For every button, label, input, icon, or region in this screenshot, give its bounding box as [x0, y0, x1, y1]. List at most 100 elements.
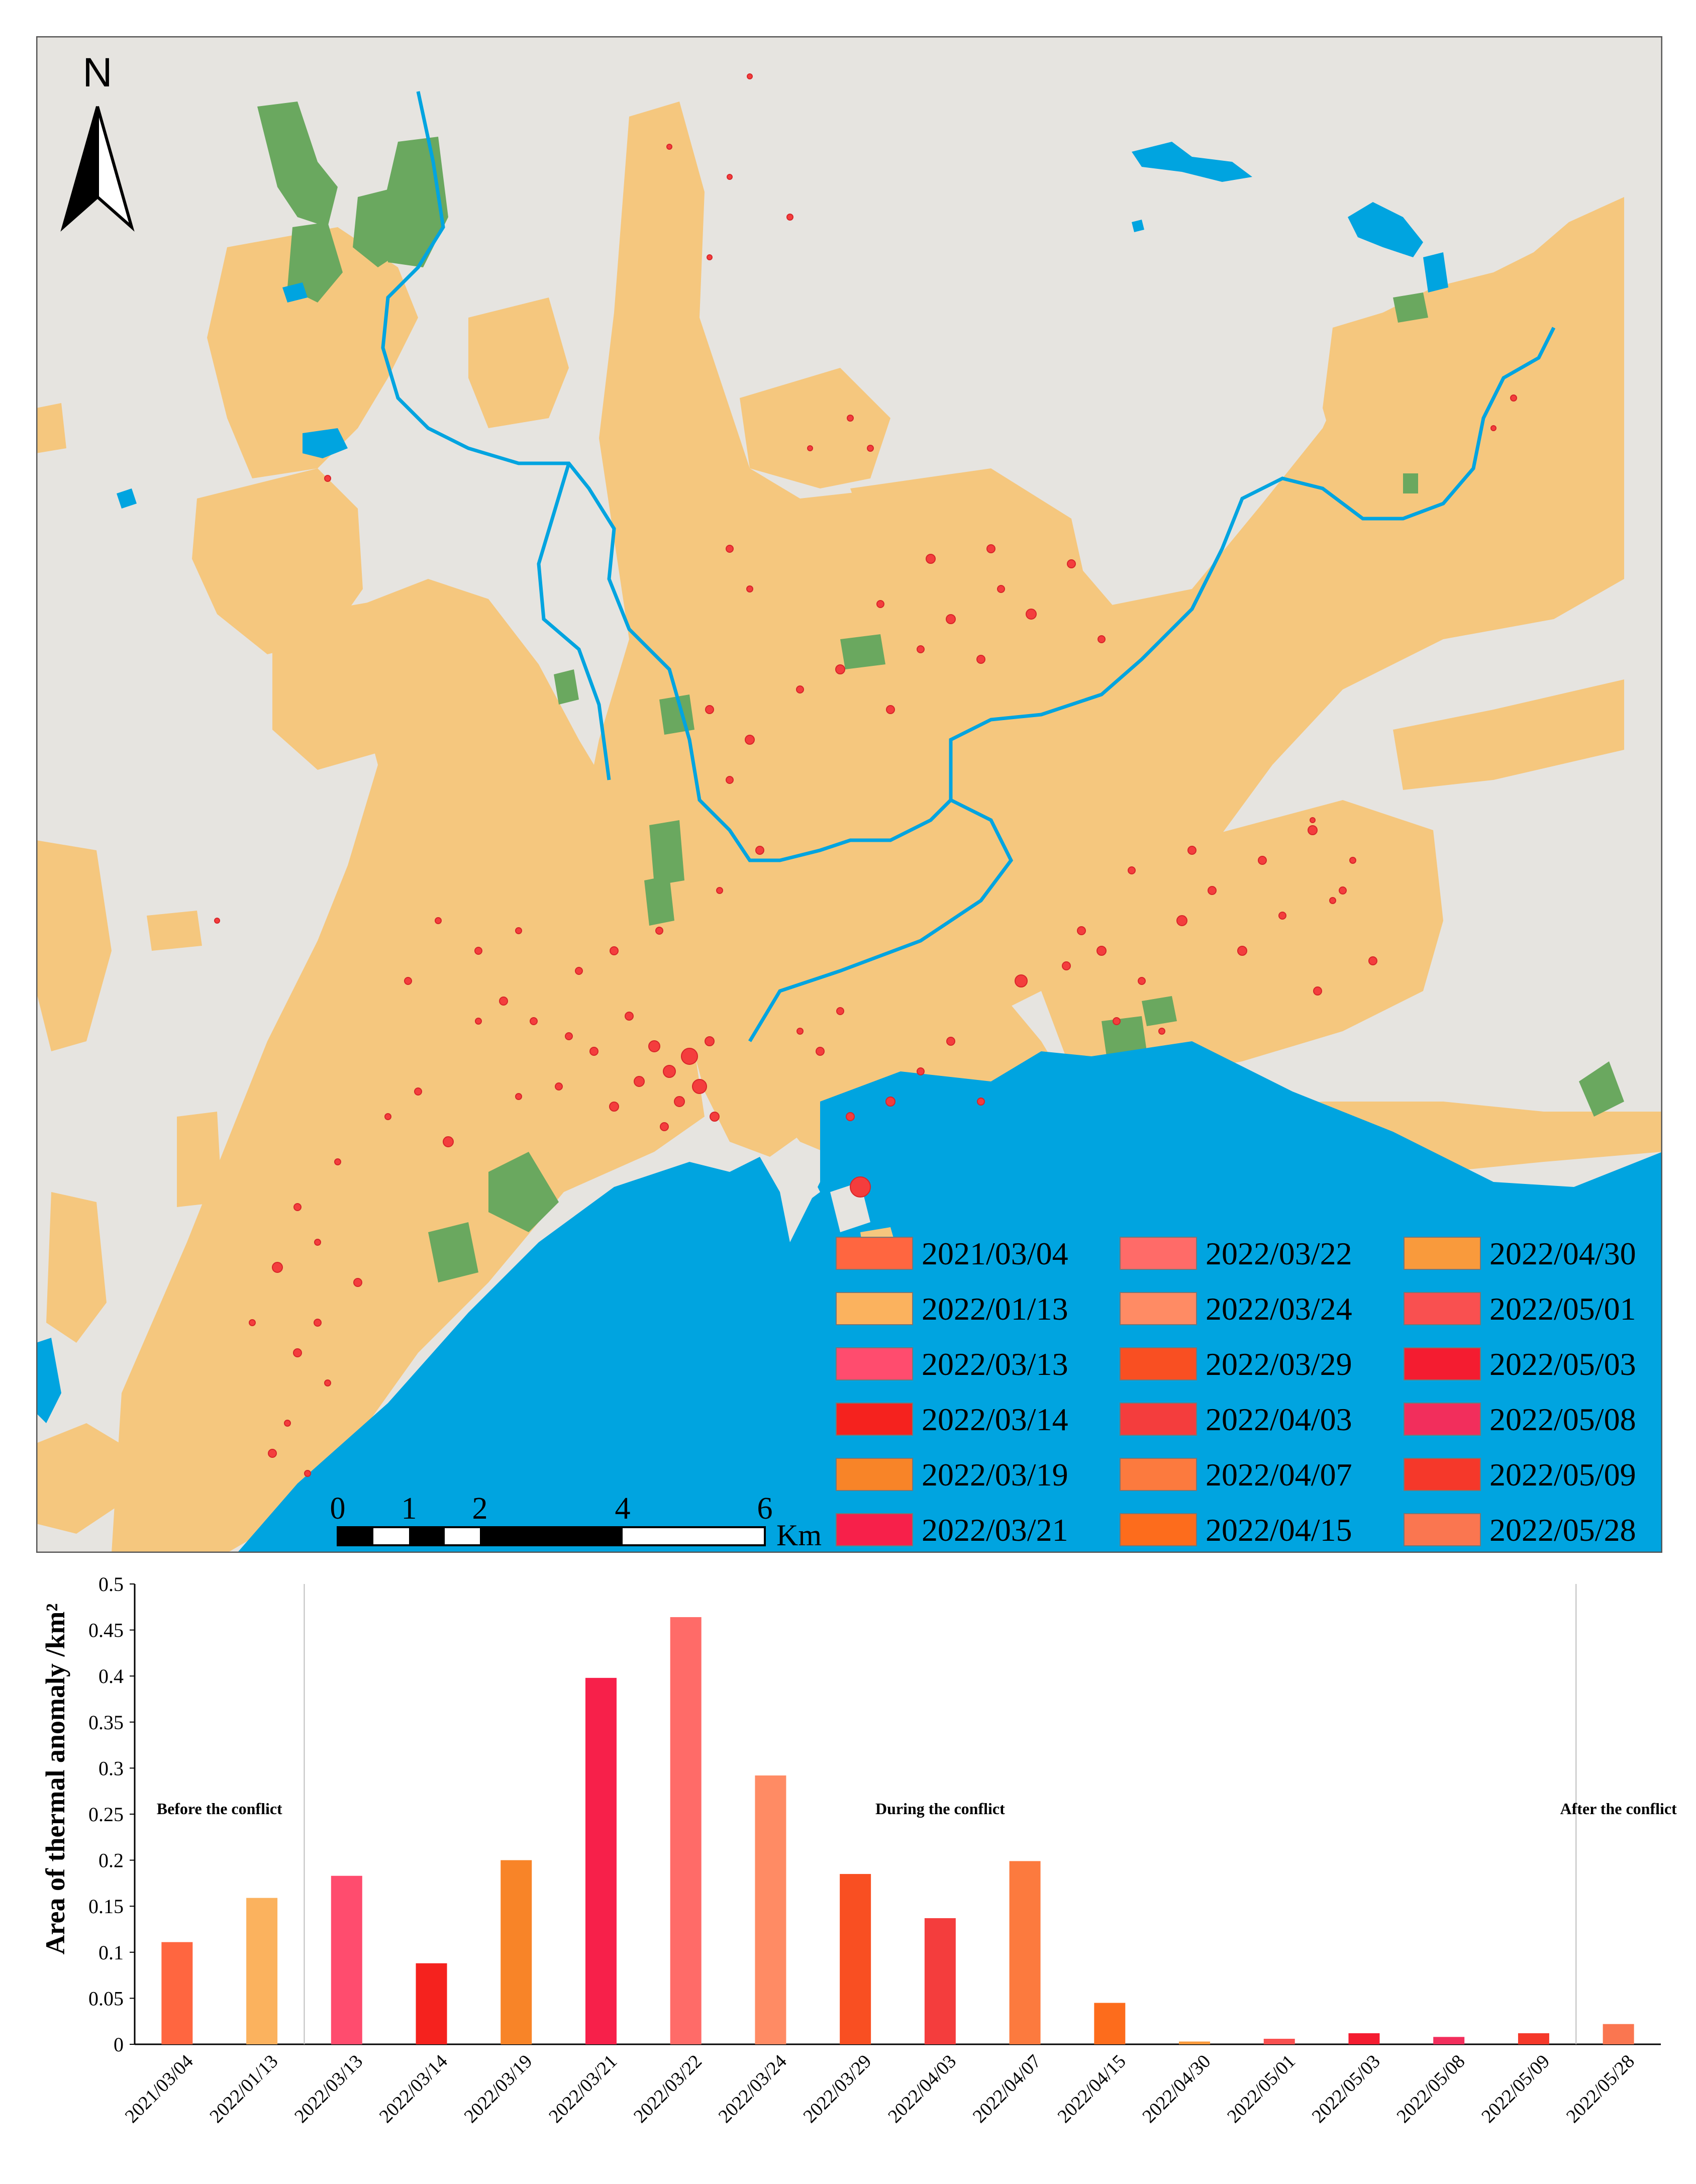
legend-label: 2022/05/01	[1489, 1291, 1636, 1327]
legend-label: 2021/03/04	[922, 1236, 1068, 1271]
x-tick-label: 2022/05/03	[1308, 2051, 1384, 2127]
bar-2022-03-14	[416, 1963, 447, 2044]
legend-swatch	[836, 1458, 913, 1491]
legend-swatch	[836, 1292, 913, 1325]
bar-2022-04-03	[924, 1918, 956, 2044]
legend-label: 2022/05/08	[1489, 1402, 1636, 1437]
scale-tick-0: 0	[330, 1492, 346, 1526]
x-tick-label: 2022/03/21	[545, 2051, 621, 2127]
north-arrow: N	[60, 50, 135, 232]
x-tick-label: 2022/05/01	[1223, 2051, 1300, 2127]
legend-label: 2022/04/30	[1489, 1236, 1636, 1271]
bar-2022-03-21	[585, 1677, 617, 2044]
bar-2022-03-24	[755, 1775, 786, 2044]
bar-2022-03-19	[501, 1860, 532, 2044]
legend-label: 2022/03/29	[1206, 1346, 1352, 1382]
y-tick-label: 0.1	[98, 1941, 124, 1964]
y-tick-label: 0.45	[88, 1619, 124, 1642]
scale-unit: Km	[776, 1519, 822, 1552]
scale-tick-1: 1	[402, 1492, 417, 1526]
x-tick-label: 2022/04/30	[1138, 2051, 1215, 2127]
legend-label: 2022/05/03	[1489, 1346, 1636, 1382]
legend-swatch	[1404, 1347, 1481, 1380]
bar-2022-05-03	[1348, 2033, 1380, 2044]
bar-2022-03-29	[840, 1874, 871, 2044]
x-tick-label: 2022/05/09	[1477, 2051, 1554, 2127]
legend-swatch	[1404, 1513, 1481, 1546]
x-tick-label: 2022/03/22	[630, 2051, 706, 2127]
legend-swatch	[1404, 1458, 1481, 1491]
bar-2022-03-22	[670, 1617, 702, 2044]
scale-tick-6: 6	[757, 1492, 773, 1526]
y-tick-label: 0.4	[98, 1665, 124, 1687]
scale-bar: 0 1 2 4 6 Km	[330, 1492, 822, 1552]
x-tick-label: 2022/03/13	[290, 2051, 367, 2127]
legend-label: 2022/04/07	[1206, 1457, 1352, 1493]
y-tick-label: 0.35	[88, 1711, 124, 1734]
legend-label: 2022/03/14	[922, 1402, 1068, 1437]
conflict-periods: Before the conflict During the conflict Af…	[157, 1584, 1677, 2044]
x-tick-label: 2022/03/19	[460, 2051, 536, 2127]
legend-swatch	[1120, 1513, 1197, 1546]
legend-swatch	[1120, 1347, 1197, 1380]
urban-areas	[36, 102, 1662, 1553]
legend-label: 2022/03/24	[1206, 1291, 1352, 1327]
y-tick-label: 0	[114, 2033, 124, 2056]
chart-axes: 0 0.05 0.1 0.15 0.2 0.25 0.3 0.35 0.4 0.45 0.5	[88, 1573, 1661, 2056]
scale-tick-2: 2	[472, 1492, 488, 1526]
bar-2022-05-08	[1433, 2037, 1465, 2044]
bar-2022-05-01	[1263, 2039, 1295, 2044]
scale-tick-labels: 0 1 2 4 6	[330, 1492, 773, 1526]
bar-2022-04-15	[1094, 2003, 1126, 2044]
legend-label: 2022/03/22	[1206, 1236, 1352, 1271]
y-tick-label: 0.5	[98, 1573, 124, 1596]
legend-swatch	[836, 1513, 913, 1546]
north-label: N	[82, 50, 112, 95]
period-label: After the conflict	[1560, 1800, 1677, 1818]
legend-swatch	[1120, 1403, 1197, 1436]
legend-swatch	[1404, 1292, 1481, 1325]
period-label: Before the conflict	[157, 1800, 282, 1818]
bar-2022-03-13	[331, 1875, 362, 2044]
y-tick-label: 0.15	[88, 1895, 124, 1918]
legend-swatch	[836, 1403, 913, 1436]
y-tick-label: 0.3	[98, 1757, 124, 1779]
legend-label: 2022/04/03	[1206, 1402, 1352, 1437]
legend-label: 2022/03/19	[922, 1457, 1068, 1493]
river-line	[381, 91, 1556, 1042]
x-tick-label: 2022/04/15	[1054, 2051, 1130, 2127]
bar-2022-04-07	[1009, 1861, 1041, 2044]
legend-swatch	[1120, 1458, 1197, 1491]
bar-2022-04-30	[1179, 2041, 1211, 2044]
bar-2022-05-09	[1518, 2033, 1549, 2044]
y-tick-label: 0.05	[88, 1987, 124, 2010]
map-panel: N 0 1 2 4 6 Km 2021/03/04 2022/01/13 2022/…	[36, 36, 1662, 1553]
bars	[161, 1617, 1634, 2044]
y-axis-title: Area of thermal anomaly /km²	[40, 1603, 70, 1954]
map-legend: 2021/03/04 2022/01/13 2022/03/13 2022/03/14…	[836, 1236, 1636, 1548]
legend-swatch	[1120, 1292, 1197, 1325]
legend-swatch	[836, 1237, 913, 1270]
x-tick-label: 2022/05/28	[1562, 2051, 1639, 2127]
thermal-anomaly-spots	[214, 73, 1517, 1477]
legend-label: 2022/05/28	[1489, 1512, 1636, 1548]
bar-2022-05-28	[1603, 2024, 1634, 2044]
x-tick-label: 2022/03/24	[715, 2051, 791, 2127]
legend-label: 2022/03/21	[922, 1512, 1068, 1548]
x-tick-label: 2022/01/13	[206, 2051, 282, 2127]
legend-label: 2022/04/15	[1206, 1512, 1352, 1548]
x-tick-label: 2022/04/03	[884, 2051, 960, 2127]
x-tick-label: 2022/05/08	[1392, 2051, 1469, 2127]
y-axis-title-group: Area of thermal anomaly /km²	[40, 1603, 70, 1954]
legend-label: 2022/05/09	[1489, 1457, 1636, 1493]
x-tick-label: 2022/03/29	[799, 2051, 875, 2127]
legend-swatch	[1120, 1237, 1197, 1270]
scale-tick-4: 4	[615, 1492, 631, 1526]
y-tick-label: 0.2	[98, 1849, 124, 1872]
y-tick-label: 0.25	[88, 1803, 124, 1826]
legend-swatch	[1404, 1403, 1481, 1436]
map-frame	[36, 36, 1662, 1553]
x-tick-labels: 2021/03/04 2022/01/13 2022/03/13 2022/03/14…	[121, 2051, 1639, 2127]
period-label: During the conflict	[875, 1800, 1005, 1818]
legend-label: 2022/03/13	[922, 1346, 1068, 1382]
